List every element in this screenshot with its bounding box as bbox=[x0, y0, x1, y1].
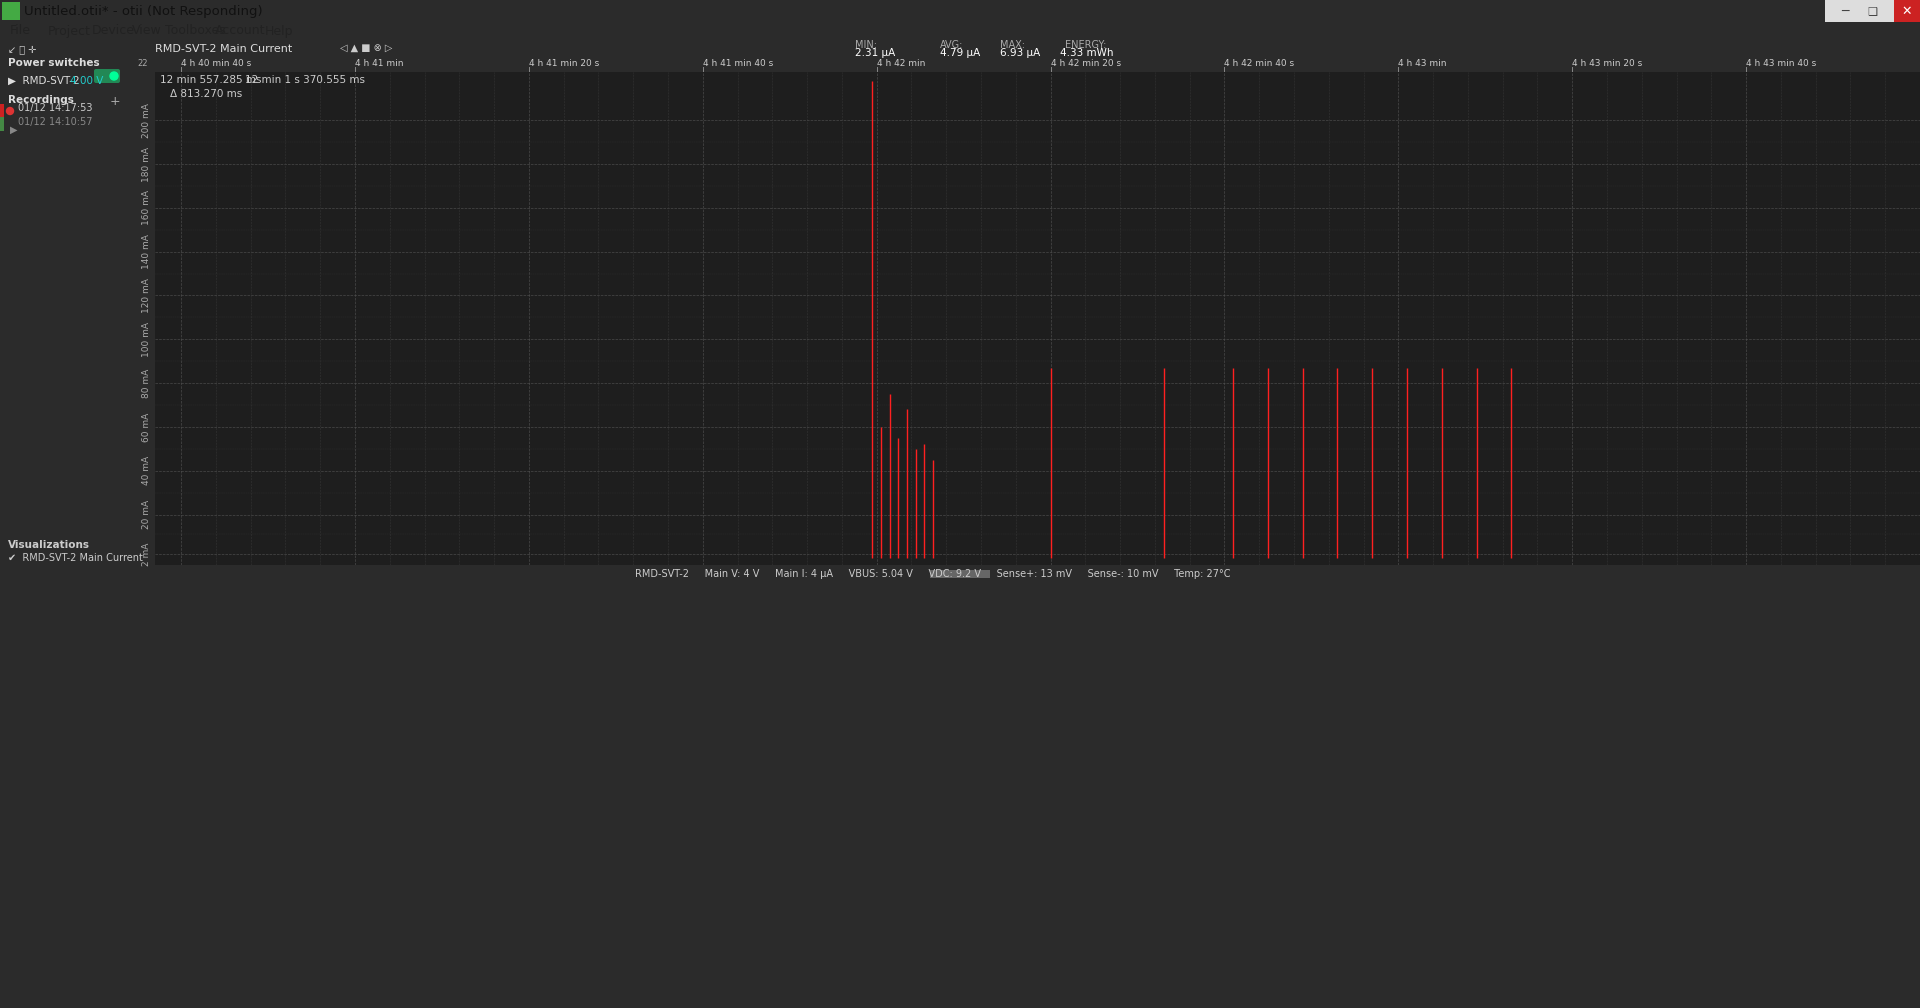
Text: Recordings: Recordings bbox=[8, 95, 73, 105]
Text: ✔  RMD-SVT-2 Main Current: ✔ RMD-SVT-2 Main Current bbox=[8, 553, 142, 563]
Text: Device: Device bbox=[92, 24, 134, 37]
Text: ▶: ▶ bbox=[10, 125, 17, 135]
Bar bbox=[0, 104, 4, 118]
Text: ─: ─ bbox=[1841, 4, 1849, 17]
Text: 4 h 43 min: 4 h 43 min bbox=[1398, 58, 1448, 68]
Text: RMD-SVT-2     Main V: 4 V     Main I: 4 μA     VBUS: 5.04 V     VDC: 9.2 V     S: RMD-SVT-2 Main V: 4 V Main I: 4 μA VBUS:… bbox=[636, 569, 1231, 579]
Bar bbox=[1893, 0, 1920, 22]
Text: 01/12 14:17:53: 01/12 14:17:53 bbox=[17, 103, 92, 113]
Text: 160 mA: 160 mA bbox=[142, 191, 152, 226]
Text: 120 mA: 120 mA bbox=[142, 278, 152, 312]
Text: ✕: ✕ bbox=[1901, 4, 1912, 17]
Text: +: + bbox=[109, 95, 121, 108]
Text: 200 mA: 200 mA bbox=[142, 103, 152, 138]
Bar bbox=[2, 2, 19, 20]
Text: 4 h 42 min 40 s: 4 h 42 min 40 s bbox=[1225, 58, 1294, 68]
Text: View: View bbox=[132, 24, 161, 37]
Text: Power switches: Power switches bbox=[8, 58, 100, 68]
Bar bbox=[0, 117, 4, 131]
Text: ENERGY:: ENERGY: bbox=[1066, 40, 1106, 50]
Text: 2 mA: 2 mA bbox=[142, 542, 152, 565]
Text: 4 h 43 min 40 s: 4 h 43 min 40 s bbox=[1745, 58, 1816, 68]
Text: 4 h 41 min: 4 h 41 min bbox=[355, 58, 403, 68]
Text: 80 mA: 80 mA bbox=[142, 369, 152, 398]
Text: 6.93 μA: 6.93 μA bbox=[1000, 48, 1041, 58]
Text: 4.79 μA: 4.79 μA bbox=[941, 48, 981, 58]
Text: 4 h 41 min 20 s: 4 h 41 min 20 s bbox=[528, 58, 599, 68]
Text: 01/12 14:10:57: 01/12 14:10:57 bbox=[17, 117, 92, 127]
Text: 40 mA: 40 mA bbox=[142, 457, 152, 485]
Text: 140 mA: 140 mA bbox=[142, 234, 152, 269]
Text: 60 mA: 60 mA bbox=[142, 412, 152, 442]
Text: ▶  RMD-SVT-2: ▶ RMD-SVT-2 bbox=[8, 76, 79, 86]
FancyBboxPatch shape bbox=[94, 69, 119, 83]
Text: RMD-SVT-2 Main Current: RMD-SVT-2 Main Current bbox=[156, 44, 292, 54]
Text: AVG:: AVG: bbox=[941, 40, 964, 50]
Text: ❑: ❑ bbox=[1866, 6, 1878, 16]
Text: Δ 813.270 ms: Δ 813.270 ms bbox=[171, 89, 242, 99]
Text: ◁ ▲ ■ ⊗ ▷: ◁ ▲ ■ ⊗ ▷ bbox=[340, 44, 392, 54]
Text: 4.33 mWh: 4.33 mWh bbox=[1060, 48, 1114, 58]
Text: 2.31 μA: 2.31 μA bbox=[854, 48, 895, 58]
Text: 4.00 V: 4.00 V bbox=[69, 76, 104, 86]
Bar bbox=[1826, 0, 1920, 22]
Text: Untitled.otii* - otii (Not Responding): Untitled.otii* - otii (Not Responding) bbox=[23, 4, 263, 17]
Text: 4 h 40 min 40 s: 4 h 40 min 40 s bbox=[180, 58, 252, 68]
Text: Project: Project bbox=[48, 24, 90, 37]
Text: 100 mA: 100 mA bbox=[142, 322, 152, 357]
Text: 20 mA: 20 mA bbox=[142, 500, 152, 529]
Text: File: File bbox=[10, 24, 31, 37]
Text: 22: 22 bbox=[136, 59, 148, 69]
Text: Help: Help bbox=[265, 24, 294, 37]
Text: 4 h 42 min: 4 h 42 min bbox=[877, 58, 925, 68]
Bar bbox=[929, 570, 991, 578]
Circle shape bbox=[109, 72, 117, 80]
Text: Visualizations: Visualizations bbox=[8, 540, 90, 550]
Text: 4 h 43 min 20 s: 4 h 43 min 20 s bbox=[1572, 58, 1642, 68]
Circle shape bbox=[6, 108, 13, 115]
Text: 4 h 41 min 40 s: 4 h 41 min 40 s bbox=[703, 58, 774, 68]
Text: MIN:: MIN: bbox=[854, 40, 877, 50]
Text: 4 h 42 min 20 s: 4 h 42 min 20 s bbox=[1050, 58, 1121, 68]
Text: 12 min 557.285 ms: 12 min 557.285 ms bbox=[159, 75, 261, 85]
Text: 180 mA: 180 mA bbox=[142, 146, 152, 181]
Text: Account: Account bbox=[215, 24, 265, 37]
Text: 12 min 1 s 370.555 ms: 12 min 1 s 370.555 ms bbox=[246, 75, 365, 85]
Text: Toolboxes: Toolboxes bbox=[165, 24, 227, 37]
Text: MAX:: MAX: bbox=[1000, 40, 1025, 50]
Text: ↙ 🔍 ✛: ↙ 🔍 ✛ bbox=[8, 44, 36, 54]
